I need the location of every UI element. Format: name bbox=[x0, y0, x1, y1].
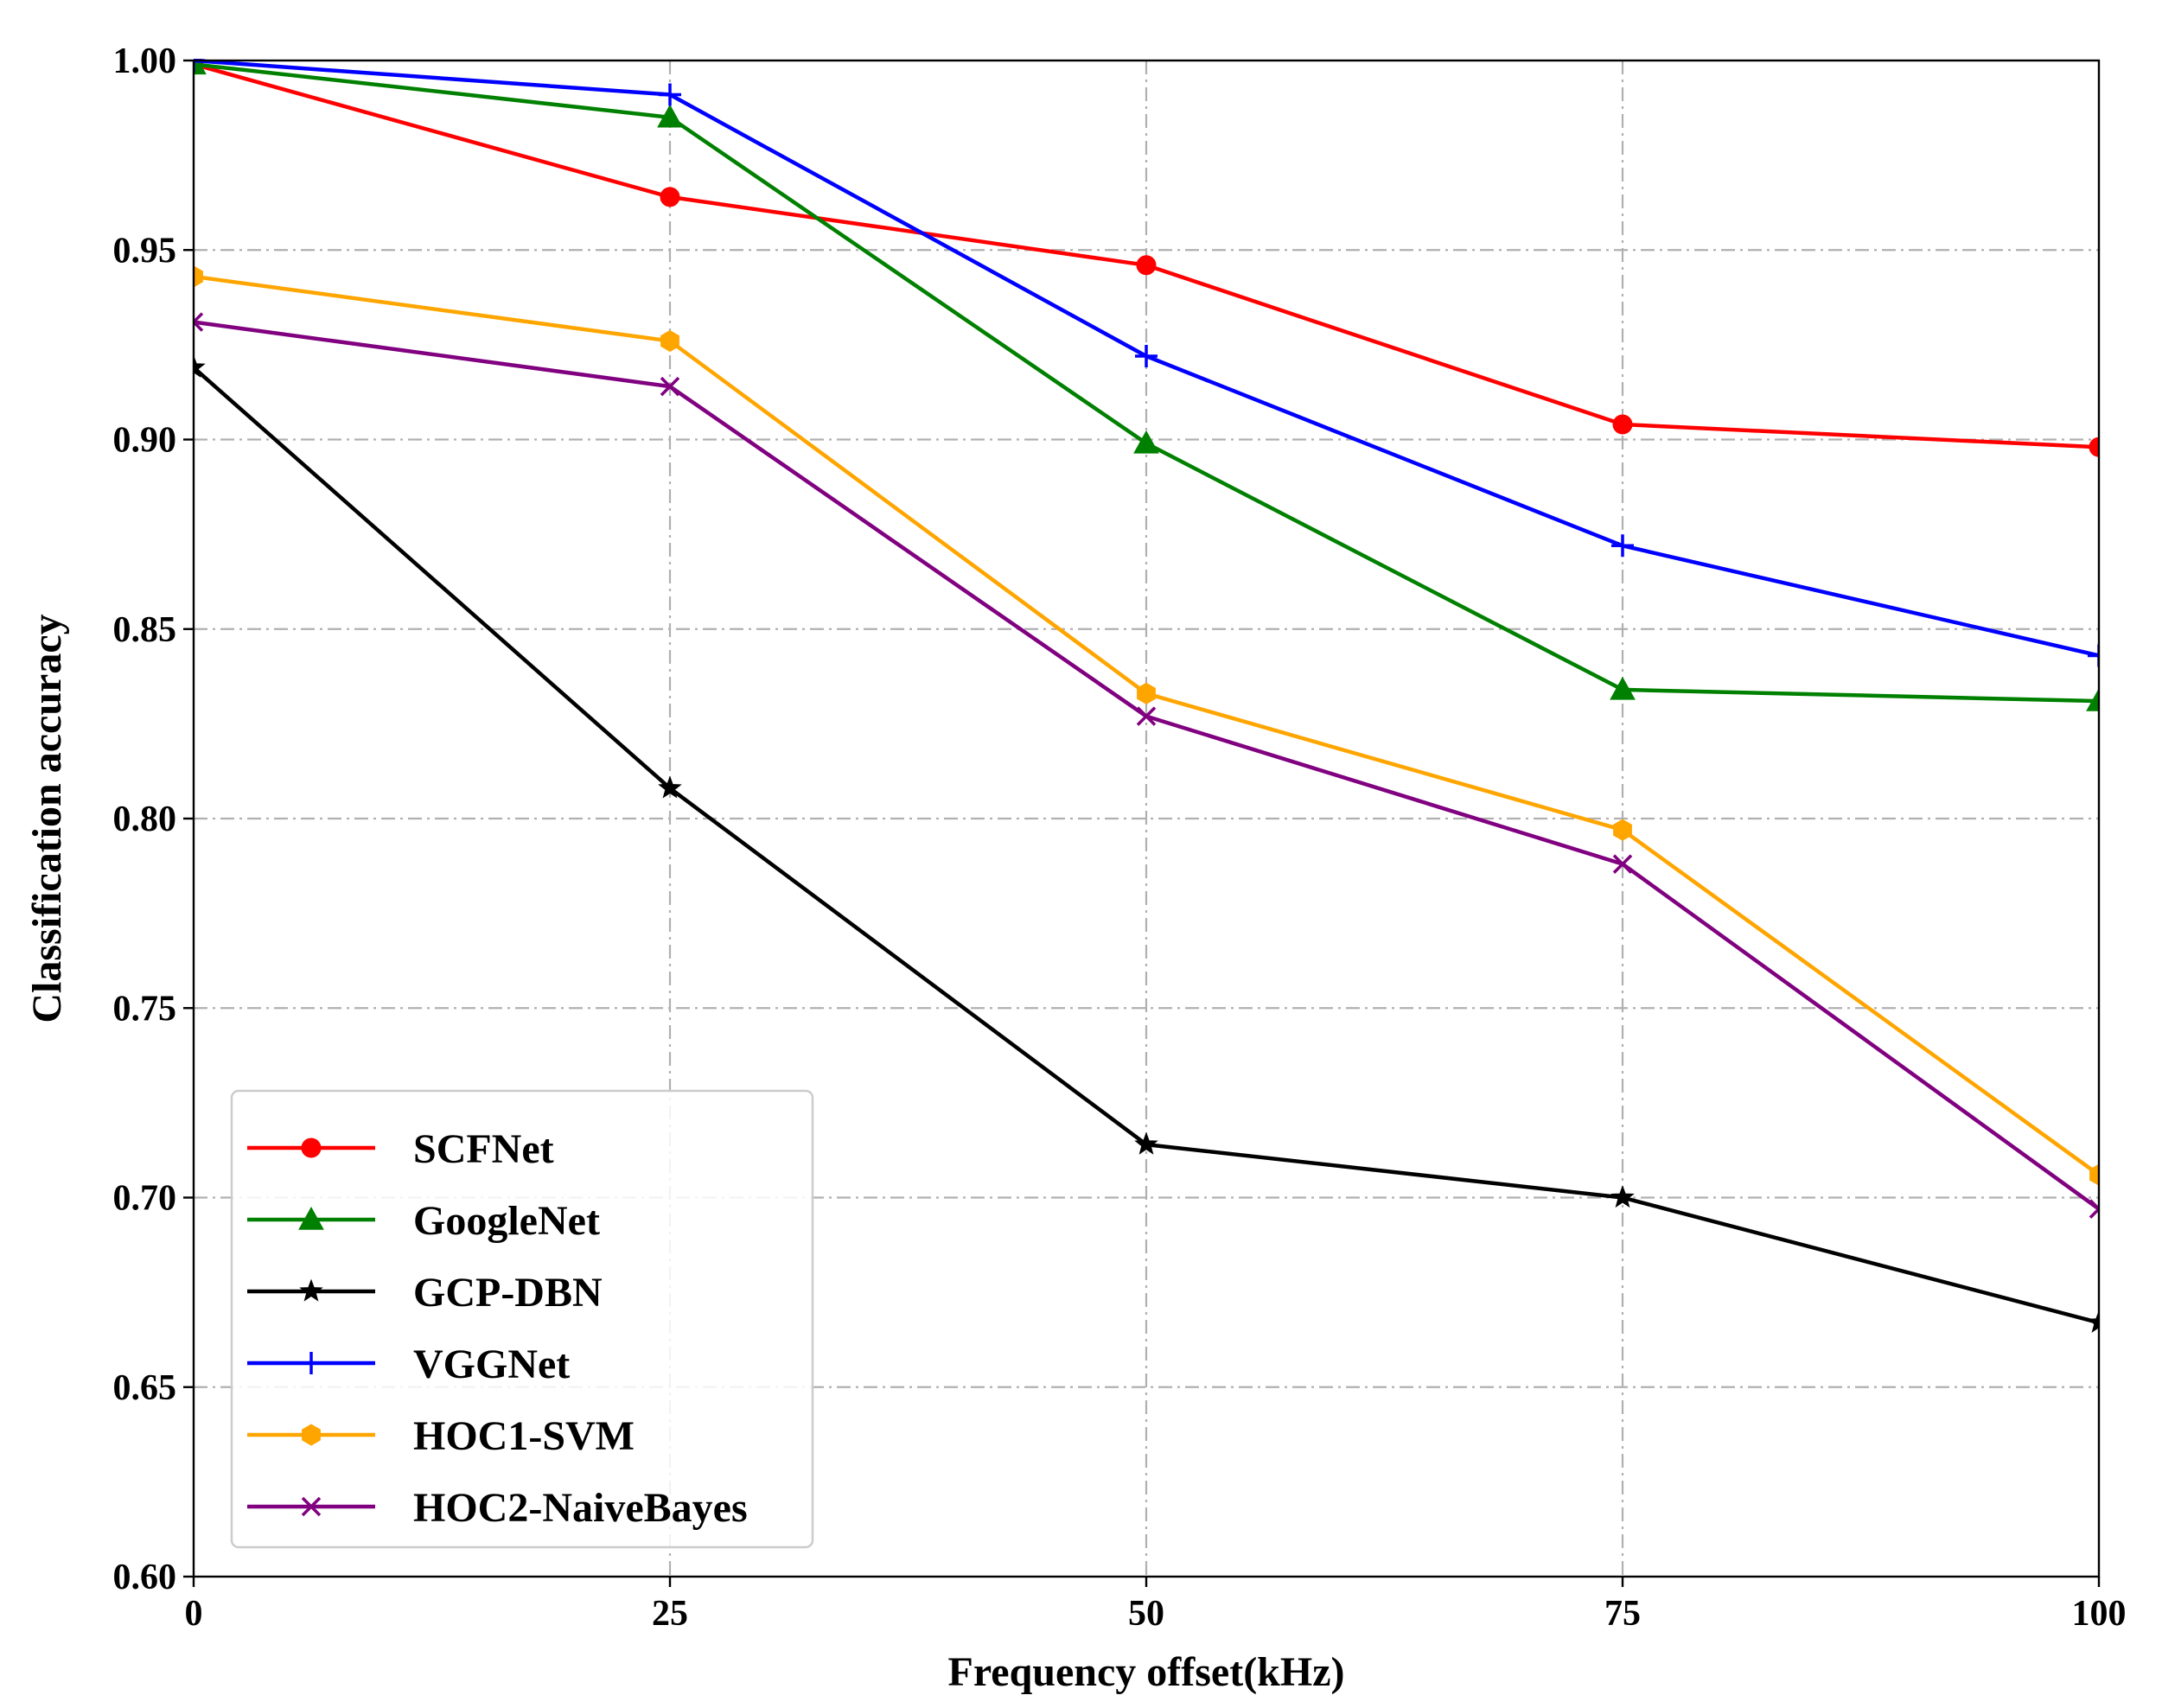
data-point-googlenet bbox=[657, 104, 683, 128]
x-tick-label: 75 bbox=[1604, 1594, 1641, 1634]
data-point-vggnet bbox=[1135, 345, 1158, 368]
x-tick-label: 100 bbox=[2072, 1594, 2127, 1634]
legend-entry-googlenet: GoogleNet bbox=[247, 1198, 600, 1244]
y-tick-label: 0.85 bbox=[113, 610, 177, 650]
data-point-vggnet bbox=[2088, 644, 2099, 667]
y-tick-label: 0.60 bbox=[113, 1558, 177, 1597]
data-point-hoc1-svm bbox=[194, 265, 203, 288]
y-tick-label: 1.00 bbox=[113, 41, 177, 81]
x-tick-label: 0 bbox=[185, 1594, 203, 1634]
series-lines bbox=[194, 59, 2099, 1333]
series-googlenet bbox=[194, 59, 2099, 711]
x-axis: 0 25 50 75 100 bbox=[185, 1577, 2127, 1634]
y-tick-label: 0.65 bbox=[113, 1368, 177, 1408]
data-point-gcp-dbn bbox=[1134, 1131, 1158, 1155]
legend-marker-scfnet bbox=[301, 1138, 322, 1158]
y-tick-label: 0.80 bbox=[113, 800, 177, 839]
y-tick-label: 0.90 bbox=[113, 421, 177, 461]
data-point-gcp-dbn bbox=[2087, 1310, 2099, 1333]
legend: SCFNet GoogleNet GCP-DBN VGGNet HOC1-SVM HOC2… bbox=[230, 1089, 814, 1549]
data-point-hoc2-naivebayes bbox=[660, 376, 680, 397]
data-point-googlenet bbox=[2086, 688, 2099, 711]
data-point-googlenet bbox=[1133, 430, 1159, 454]
data-point-hoc2-naivebayes bbox=[2089, 1199, 2099, 1219]
legend-entry-hoc1-svm: HOC1-SVM bbox=[247, 1413, 635, 1459]
legend-entry-vggnet: VGGNet bbox=[247, 1342, 570, 1387]
data-point-scfnet bbox=[660, 187, 680, 207]
data-point-scfnet bbox=[2089, 437, 2099, 457]
grid bbox=[194, 61, 2099, 1577]
legend-entry-hoc2-naivebayes: HOC2-NaiveBayes bbox=[247, 1485, 748, 1531]
y-tick-label: 0.95 bbox=[113, 231, 177, 271]
data-point-vggnet bbox=[659, 83, 681, 106]
data-point-hoc1-svm bbox=[660, 329, 679, 353]
y-tick-label: 0.75 bbox=[113, 989, 177, 1029]
data-point-gcp-dbn bbox=[658, 775, 682, 799]
data-point-gcp-dbn bbox=[1610, 1185, 1635, 1208]
data-point-scfnet bbox=[1612, 414, 1633, 435]
data-point-hoc1-svm bbox=[1613, 819, 1632, 841]
series-scfnet bbox=[194, 59, 2099, 457]
legend-marker-hoc1-svm bbox=[302, 1424, 321, 1446]
series-gcp-dbn bbox=[194, 354, 2099, 1333]
x-tick-label: 50 bbox=[1128, 1594, 1164, 1634]
data-point-hoc2-naivebayes bbox=[1612, 854, 1633, 874]
data-point-hoc2-naivebayes bbox=[194, 312, 204, 332]
legend-entry-scfnet: SCFNet bbox=[247, 1126, 554, 1172]
legend-marker-hoc2-naivebayes bbox=[301, 1496, 322, 1517]
y-tick-label: 0.70 bbox=[113, 1179, 177, 1219]
data-point-gcp-dbn bbox=[194, 354, 206, 378]
x-axis-title: Frequency offset(kHz) bbox=[948, 1649, 1345, 1695]
legend-label-hoc2-naivebayes: HOC2-NaiveBayes bbox=[413, 1485, 748, 1531]
data-point-hoc1-svm bbox=[1137, 682, 1156, 704]
y-axis: 0.60 0.65 0.70 0.75 0.80 0.85 0.90 0.95 1.00 bbox=[113, 41, 194, 1597]
data-point-hoc2-naivebayes bbox=[1136, 706, 1157, 726]
data-point-googlenet bbox=[1610, 676, 1636, 700]
legend-marker-gcp-dbn bbox=[299, 1278, 323, 1302]
legend-label-googlenet: GoogleNet bbox=[413, 1198, 600, 1244]
legend-marker-vggnet bbox=[300, 1352, 322, 1374]
legend-box bbox=[230, 1089, 814, 1549]
legend-label-scfnet: SCFNet bbox=[413, 1126, 554, 1172]
data-point-hoc1-svm bbox=[2089, 1163, 2099, 1186]
legend-label-gcp-dbn: GCP-DBN bbox=[413, 1270, 603, 1316]
data-point-scfnet bbox=[1136, 255, 1157, 276]
legend-entry-gcp-dbn: GCP-DBN bbox=[247, 1270, 603, 1316]
series-hoc2-naivebayes bbox=[194, 312, 2099, 1219]
legend-label-vggnet: VGGNet bbox=[413, 1342, 570, 1387]
legend-label-hoc1-svm: HOC1-SVM bbox=[413, 1413, 635, 1459]
data-point-vggnet bbox=[1611, 534, 1634, 558]
x-tick-label: 25 bbox=[652, 1594, 688, 1634]
legend-marker-googlenet bbox=[298, 1206, 324, 1230]
series-hoc1-svm bbox=[194, 265, 2099, 1186]
y-axis-title: Classification accuracy bbox=[24, 614, 70, 1023]
